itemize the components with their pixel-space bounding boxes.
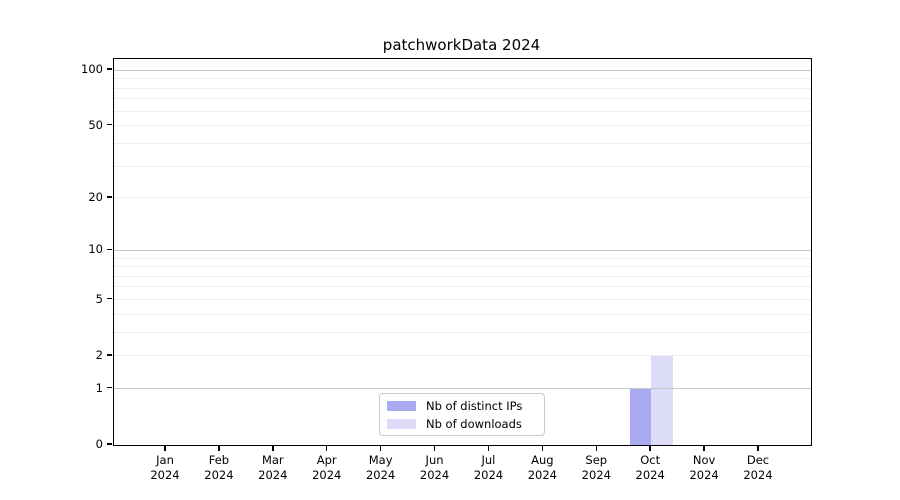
minor-gridline [114,110,811,112]
minor-gridline [114,313,811,315]
minor-gridline [114,355,811,357]
chart-title: patchworkData 2024 [382,36,541,54]
y-tick-label: 0 [95,437,103,451]
x-tick-label: Jan 2024 [150,453,180,482]
x-axis-tick [703,445,705,451]
x-tick-label: Oct 2024 [635,453,665,482]
legend-item-distinct-ips: Nb of distinct IPs [387,399,544,413]
major-gridline [114,69,811,71]
x-axis-tick [433,445,436,451]
minor-gridline [114,266,811,268]
minor-gridline [114,197,811,199]
y-tick-label: 1 [95,380,103,395]
legend-swatch-downloads [387,418,416,429]
y-axis-tick [107,443,112,445]
bar-layer [114,59,811,445]
y-axis-tick [107,68,112,70]
y-axis-tick [107,123,112,126]
x-axis-tick [541,445,544,451]
y-tick-label: 100 [81,62,103,77]
x-axis-tick [325,445,328,451]
minor-gridline [114,299,811,300]
x-axis-tick [649,445,651,451]
y-tick-label: 50 [88,117,103,132]
y-tick-label: 5 [95,291,103,306]
legend-item-downloads: Nb of downloads [387,417,544,431]
y-axis-tick [107,297,112,300]
minor-gridline [114,286,811,288]
x-axis-tick [379,445,382,451]
bar-nb-of-downloads [651,355,673,445]
y-tick-label: 2 [95,347,103,362]
y-axis-tick [107,248,112,251]
x-tick-label: Sep 2024 [581,453,611,482]
y-axis-tick [107,196,112,198]
x-axis-tick [272,445,274,451]
major-gridline [114,388,811,390]
minor-gridline [114,331,811,333]
legend-label-downloads: Nb of downloads [426,416,522,431]
x-tick-label: Apr 2024 [312,453,342,482]
minor-gridline [114,125,811,127]
y-axis-tick [107,386,112,389]
legend-swatch-distinct-ips [387,400,416,411]
minor-gridline [114,98,811,100]
x-axis-tick [218,445,220,451]
y-tick-label: 10 [88,242,103,257]
minor-gridline [114,87,811,89]
x-tick-label: Nov 2024 [689,453,719,482]
x-tick-label: May 2024 [365,453,396,482]
x-axis-tick [595,445,598,451]
minor-gridline [114,142,811,144]
x-tick-label: Jul 2024 [473,453,504,482]
y-axis-tick [107,354,112,356]
x-axis-tick [757,445,759,451]
plot-area [113,58,812,446]
x-axis-tick [164,445,166,451]
x-tick-label: Feb 2024 [204,453,234,482]
x-tick-label: Mar 2024 [258,453,288,482]
minor-gridline [114,165,811,167]
minor-gridline [114,78,811,80]
minor-gridline [114,275,811,277]
x-axis-tick [487,445,490,451]
grid-layer [114,59,811,445]
bar-nb-of-distinct-ips [629,388,652,445]
x-tick-label: Jun 2024 [419,453,450,482]
x-tick-label: Dec 2024 [743,453,773,482]
minor-gridline [114,257,811,259]
x-tick-label: Aug 2024 [527,453,557,482]
major-gridline [114,249,811,251]
legend: Nb of distinct IPs Nb of downloads [379,393,545,436]
legend-label-distinct-ips: Nb of distinct IPs [426,398,523,413]
y-tick-label: 20 [88,189,103,204]
